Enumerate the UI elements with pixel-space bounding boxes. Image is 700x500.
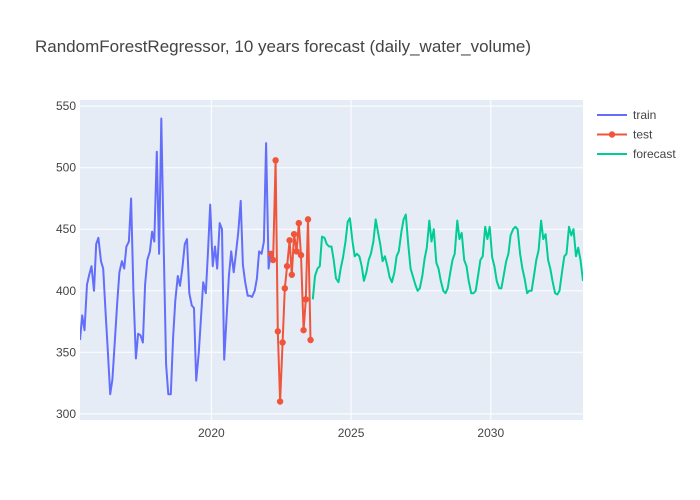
- y-tick-label: 550: [56, 99, 76, 113]
- legend-label: forecast: [633, 147, 676, 161]
- data-point-test: [272, 157, 279, 164]
- y-tick-label: 350: [56, 345, 76, 359]
- y-tick-label: 450: [56, 222, 76, 236]
- data-point-test: [269, 256, 277, 264]
- series-line-forecast: [311, 213, 583, 300]
- legend-item-test[interactable]: test: [597, 128, 653, 142]
- y-tick-label: 400: [56, 284, 76, 298]
- data-point-test: [295, 219, 303, 227]
- y-axis: 300 350 400 450 500 550: [56, 99, 76, 421]
- data-point-test: [288, 271, 296, 278]
- data-point-test: [283, 262, 291, 270]
- data-point-test: [279, 339, 286, 346]
- data-point-test: [304, 216, 312, 223]
- data-point-test: [267, 250, 275, 258]
- x-tick-label: 2025: [338, 426, 365, 440]
- data-point-test: [293, 248, 300, 255]
- series-forecast: [311, 213, 583, 300]
- series-layer: [80, 117, 583, 405]
- data-point-test: [274, 328, 282, 335]
- series-line-test: [269, 159, 312, 403]
- data-point-test: [307, 336, 314, 344]
- data-point-test: [286, 237, 293, 244]
- x-tick-label: 2030: [477, 426, 504, 440]
- legend-item-train[interactable]: train: [597, 108, 656, 122]
- data-point-test: [290, 230, 298, 238]
- y-tick-label: 300: [56, 407, 76, 421]
- data-point-test: [300, 326, 307, 334]
- y-tick-label: 500: [56, 161, 76, 175]
- legend-item-forecast[interactable]: forecast: [597, 147, 676, 161]
- data-point-test: [281, 285, 289, 292]
- legend-label: test: [633, 128, 653, 142]
- legend-label: train: [633, 108, 656, 122]
- series-train: [80, 117, 272, 396]
- x-axis: 2020 2025 2030: [198, 426, 504, 440]
- series-test: [267, 157, 314, 405]
- data-point-test: [297, 251, 305, 259]
- data-point-test: [302, 296, 309, 303]
- data-point-test: [276, 398, 284, 405]
- legend-marker: [608, 131, 616, 138]
- series-line-train: [80, 117, 272, 396]
- legend[interactable]: train test forecast: [597, 108, 676, 161]
- x-tick-label: 2020: [198, 426, 225, 440]
- chart-title: RandomForestRegressor, 10 years forecast…: [35, 37, 531, 56]
